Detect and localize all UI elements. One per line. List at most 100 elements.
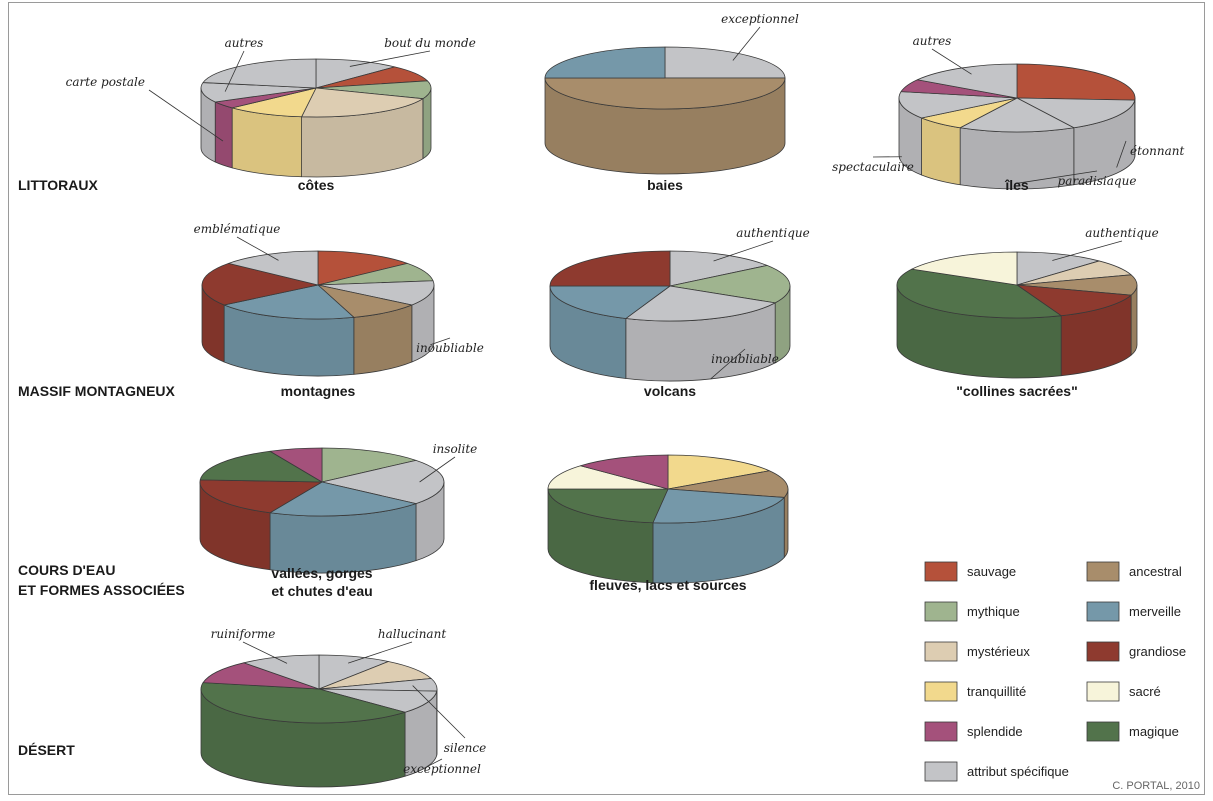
- pie-iles-slice-6: [916, 63, 1018, 99]
- legend-item-grandiose: grandiose: [1086, 641, 1186, 662]
- pie-desert-slice-0: [318, 654, 389, 690]
- legend-label-merveille: merveille: [1129, 604, 1181, 619]
- legend-item-mythique: mythique: [924, 601, 1020, 622]
- pie-collines-sides: [896, 284, 1138, 379]
- pie-volcans-tops: [549, 250, 791, 322]
- pie-iles-slice-0: [1016, 63, 1136, 101]
- pie-volcans: authentique inoubliable volcans: [549, 226, 810, 399]
- legend-label-splendide: splendide: [967, 724, 1023, 739]
- legend-item-tranquillite: tranquillité: [924, 681, 1026, 702]
- pie-volcans-slice-2: [625, 285, 776, 322]
- pie-montagnes-title: montagnes: [281, 383, 356, 399]
- pie-montagnes-slice-3: [317, 284, 413, 318]
- pie-fleuves-slice-2: [652, 488, 785, 524]
- pie-montagnes-slice-2: [317, 280, 435, 306]
- pie-cotes-labels: bout du monde carte postale autres: [66, 36, 476, 142]
- pie-volcans-leader-2: [710, 348, 746, 380]
- legend-swatch-merveille: [1086, 601, 1120, 622]
- pie-iles-sides: [898, 97, 1136, 190]
- pie-montagnes-slice-4: [223, 284, 355, 320]
- pie-fleuves-title: fleuves, lacs et sources: [589, 577, 746, 593]
- pie-vallees-title: vallées, gorges: [271, 565, 372, 581]
- pie-collines-slice-2: [1016, 274, 1138, 296]
- pie-cotes-label-6: autres: [225, 36, 264, 50]
- legend-label-grandiose: grandiose: [1129, 644, 1186, 659]
- section-label-cours-line1: COURS D'EAU: [18, 562, 115, 578]
- legend-item-sacre: sacré: [1086, 681, 1161, 702]
- legend-label-mythique: mythique: [967, 604, 1020, 619]
- pie-volcans-title: volcans: [644, 383, 696, 399]
- pie-volcans-slice-0: [669, 250, 768, 287]
- pie-montagnes-labels: inoubliable emblématique: [194, 222, 484, 355]
- pie-iles-tops: [898, 63, 1136, 133]
- legend-item-ancestral: ancestral: [1086, 561, 1182, 582]
- pie-iles-label-1: étonnant: [1130, 144, 1184, 158]
- pie-iles-leader-2: [1016, 170, 1098, 184]
- pie-iles-slice-1: [1016, 97, 1136, 129]
- legend-label-attribut: attribut spécifique: [967, 764, 1069, 779]
- pie-vallees-slice-0: [321, 447, 417, 483]
- pie-desert-tops: [200, 654, 438, 724]
- pie-baies-slice-1: [544, 77, 786, 110]
- legend-label-ancestral: ancestral: [1129, 564, 1182, 579]
- pie-cotes-slice-6: [200, 82, 317, 103]
- pie-montagnes-label-6: emblématique: [194, 222, 281, 236]
- pie-desert-slice-3: [318, 688, 438, 713]
- pie-fleuves-side-1: [783, 488, 789, 558]
- legend-swatch-ancestral: [1086, 561, 1120, 582]
- credit-text: C. PORTAL, 2010: [1112, 780, 1200, 792]
- pie-desert: hallucinant silence exceptionnel ruiniforme: [200, 627, 487, 788]
- legend-item-attribut: attribut spécifique: [924, 761, 1069, 782]
- pie-fleuves-slice-5: [580, 454, 669, 490]
- pie-baies-leader-0: [732, 26, 761, 61]
- pie-fleuves-slice-3: [547, 488, 669, 524]
- pie-volcans-labels: authentique inoubliable: [710, 226, 810, 380]
- pie-volcans-label-2: inoubliable: [711, 352, 779, 366]
- pie-desert-slice-1: [318, 661, 432, 690]
- pie-cotes-side-2: [422, 87, 432, 160]
- pie-desert-leader-6: [242, 641, 288, 664]
- pie-baies-label-0: exceptionnel: [721, 12, 799, 26]
- pie-desert-labels: hallucinant silence exceptionnel ruiniforme: [211, 627, 487, 776]
- legend: sauvage ancestral mythique merveille mystéri…: [924, 561, 1186, 782]
- legend-swatch-sacre: [1086, 681, 1120, 702]
- legend-label-magique: magique: [1129, 724, 1179, 739]
- pie-montagnes-tops: [201, 250, 435, 320]
- pie-vallees-slice-3: [199, 479, 323, 514]
- pie-baies-slice-2: [544, 46, 666, 79]
- pie-iles-leader-6: [931, 48, 972, 75]
- pie-iles-slice-4: [898, 91, 1018, 119]
- pie-vallees-tops: [199, 447, 445, 517]
- pie-vallees-slice-1: [321, 459, 445, 505]
- pie-baies: exceptionnel baies: [544, 12, 799, 193]
- legend-swatch-mythique: [924, 601, 958, 622]
- legend-item-merveille: merveille: [1086, 601, 1181, 622]
- pie-cotes-leader-0: [349, 50, 431, 67]
- pie-montagnes-leader-2: [430, 337, 451, 346]
- pie-vallees-slice-5: [269, 447, 323, 483]
- pie-cotes-slice-2: [315, 80, 432, 100]
- legend-swatch-magique: [1086, 721, 1120, 742]
- legend-item-mysterieux: mystérieux: [924, 641, 1030, 662]
- pie-volcans-leader-0: [713, 240, 774, 262]
- pie-desert-label-2: silence: [444, 741, 487, 755]
- legend-swatch-attribut: [924, 761, 958, 782]
- pie-iles-slice-2: [959, 97, 1075, 133]
- pie-iles-side-3: [921, 117, 961, 186]
- pie-vallees-title-line2: et chutes d'eau: [271, 583, 372, 599]
- legend-item-sauvage: sauvage: [924, 561, 1016, 582]
- pie-cotes-leader-6: [224, 50, 245, 92]
- pie-montagnes-slice-5: [201, 262, 319, 306]
- pie-fleuves-sides: [547, 488, 789, 584]
- pie-baies-tops: [544, 46, 786, 110]
- section-label-littoraux: LITTORAUX: [18, 177, 99, 193]
- pie-volcans-slice-1: [669, 265, 791, 304]
- legend-swatch-splendide: [924, 721, 958, 742]
- pie-volcans-label-0: authentique: [736, 226, 809, 240]
- pie-desert-leader-2: [412, 685, 466, 739]
- pie-collines: authentique "collines sacrées": [896, 226, 1159, 399]
- pie-collines-label-0: authentique: [1085, 226, 1158, 240]
- pie-cotes: bout du monde carte postale autres côtes: [66, 36, 476, 193]
- pie-cotes-slice-3: [301, 87, 424, 118]
- pie-baies-labels: exceptionnel: [721, 12, 799, 61]
